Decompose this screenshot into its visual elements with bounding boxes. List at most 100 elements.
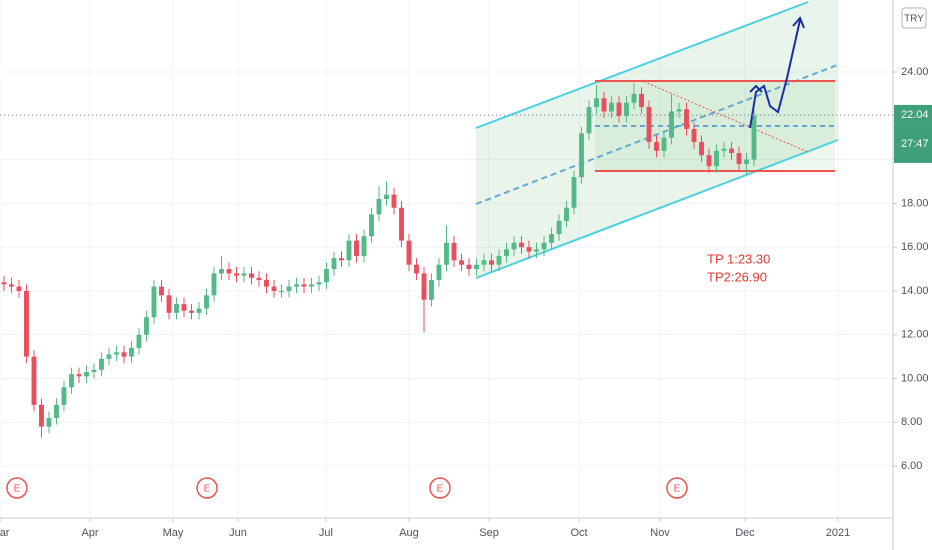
channel-upper [475, 1, 809, 129]
candle-body [369, 214, 374, 237]
candle-body [39, 404, 44, 427]
currency: TRY [904, 14, 924, 25]
candle-body [264, 280, 269, 287]
x-tick-label: Mar [0, 527, 10, 539]
candle-body [249, 273, 254, 278]
candle-body [114, 352, 119, 355]
currency-box[interactable] [901, 7, 927, 29]
candle-body [601, 98, 607, 112]
candle-body [691, 128, 697, 143]
x-tick-label: Apr [81, 527, 98, 539]
candle-body [609, 102, 614, 112]
event-marker [196, 477, 218, 499]
candle-body [1, 282, 7, 285]
candle-body [496, 255, 502, 265]
y-tick-label: 14.00 [901, 285, 929, 297]
candle-body [661, 137, 667, 151]
candle-body [511, 242, 517, 250]
candle-body [579, 133, 584, 178]
candle-body [16, 286, 22, 291]
candle-body [31, 356, 37, 405]
candle-body [9, 284, 14, 287]
candle-body [144, 317, 149, 335]
candle-body [526, 247, 532, 252]
candle-body [541, 242, 547, 250]
candle-body [699, 142, 704, 156]
candle-body [166, 295, 172, 313]
y-tick-label: 8.00 [901, 416, 922, 428]
candle-body [721, 148, 727, 151]
x-tick-label: Oct [570, 527, 587, 539]
trend-line [639, 79, 809, 153]
countdown: 27:47 [901, 138, 929, 150]
candle-body [84, 371, 89, 377]
event-marker [666, 477, 688, 499]
candle-body [571, 177, 577, 208]
candle-body [669, 111, 674, 138]
candle-body [271, 286, 277, 291]
candle-body [421, 273, 427, 300]
annotation: TP 1:23.30 [707, 251, 770, 266]
candle-body [654, 142, 659, 151]
candle-body [556, 220, 562, 235]
candle-body [279, 290, 284, 292]
candle-body [69, 374, 74, 388]
candle-body [639, 93, 644, 108]
candle-body [684, 109, 689, 129]
candle-body [714, 150, 719, 167]
forecast-arrow [749, 19, 801, 129]
candle-body [316, 282, 322, 285]
candle-body [331, 258, 337, 270]
candle-body [631, 93, 637, 103]
x-tick-label: May [163, 527, 184, 539]
candle-body [309, 284, 314, 287]
x-tick-label: Aug [399, 527, 419, 539]
event-label: E [674, 484, 681, 495]
candle-body [466, 264, 472, 270]
candle-body [241, 273, 247, 276]
x-tick-label: Jun [229, 527, 247, 539]
channel-mid [475, 63, 841, 205]
candle-body [99, 358, 104, 370]
candle-body [504, 249, 509, 256]
candle-body [586, 107, 592, 134]
candle-body [744, 159, 749, 164]
candle-body [136, 334, 142, 348]
candle-body [549, 234, 554, 243]
candle-body [76, 374, 82, 377]
candle-body [444, 242, 449, 265]
candle-body [286, 286, 292, 291]
candle-body [346, 240, 352, 261]
candle-body [414, 264, 419, 274]
candle-body [616, 102, 622, 116]
y-tick-label: 24.00 [901, 66, 929, 78]
candle-body [594, 98, 599, 108]
candle-body [234, 273, 239, 276]
candle-body [519, 242, 524, 248]
candle-body [436, 264, 442, 281]
candle-body [534, 249, 539, 252]
candle-body [129, 347, 134, 357]
countdown-box [894, 124, 932, 163]
candle-body [339, 258, 344, 261]
candle-body [481, 260, 487, 265]
candle-body [106, 354, 112, 359]
candle-body [204, 295, 209, 309]
candle-body [406, 240, 412, 265]
candle-body [46, 417, 52, 427]
candles [1, 82, 757, 438]
candle-body [646, 107, 652, 143]
candle-body [189, 310, 194, 313]
event-label: E [437, 484, 444, 495]
candle-body [219, 269, 224, 274]
y-tick-label: 10.00 [901, 372, 929, 384]
candle-body [751, 115, 757, 160]
event-marker [6, 477, 28, 499]
x-tick-label: Sep [479, 527, 499, 539]
candle-body [706, 155, 712, 167]
last-price-box [894, 104, 932, 125]
candle-body [354, 240, 359, 256]
candle-body [54, 404, 59, 418]
